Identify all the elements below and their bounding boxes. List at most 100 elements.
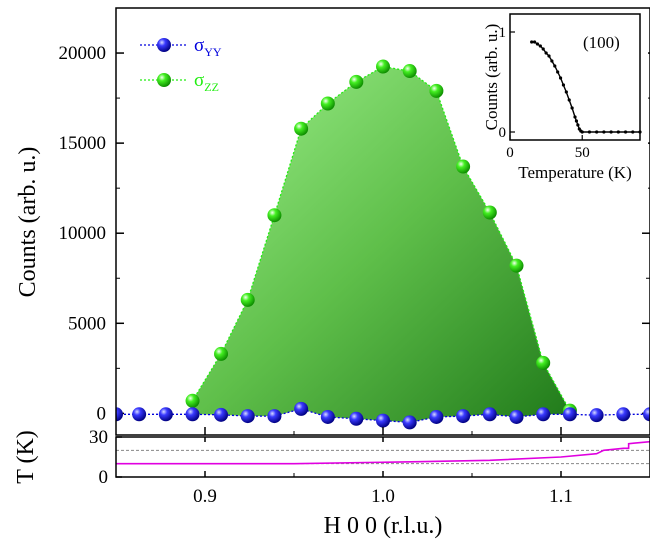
inset-point <box>602 130 606 134</box>
inset-point <box>638 130 642 134</box>
sigma-zz-point <box>376 59 390 74</box>
inset-point <box>570 106 574 110</box>
legend-yy-marker <box>157 38 171 52</box>
sigma-zz-point <box>240 292 255 307</box>
temperature-y-axis-label: T (K) <box>13 430 39 484</box>
sigma-zz-point <box>349 74 364 89</box>
sigma-zz-point <box>294 121 309 136</box>
inset-x-tick-label: 0 <box>506 145 514 161</box>
sigma-yy-point <box>132 407 147 422</box>
inset-point <box>595 130 599 134</box>
sigma-yy-point <box>589 408 604 423</box>
main-y-tick-label: 20000 <box>59 43 107 64</box>
sigma-zz-filled-area <box>192 66 570 423</box>
sigma-yy-point <box>509 409 524 424</box>
sigma-yy-point <box>240 409 255 424</box>
inset-x-tick-label: 50 <box>575 145 590 161</box>
inset-point <box>544 51 548 55</box>
inset-point <box>532 40 537 44</box>
x-tick-label: 0.9 <box>193 486 217 507</box>
sigma-zz-point <box>456 159 471 174</box>
sigma-zz-point <box>267 208 282 223</box>
main-y-tick-label: 15000 <box>59 133 107 154</box>
main-y-tick-label: 0 <box>97 403 107 424</box>
legend: σYY σZZ <box>140 35 222 94</box>
temperature-y-ticks: 0 30 <box>89 427 122 488</box>
sigma-zz-point <box>429 83 444 98</box>
sigma-zz-point <box>509 258 524 273</box>
inset-point <box>550 59 554 63</box>
main-y-tick-label: 5000 <box>68 313 106 334</box>
sigma-zz-points <box>185 59 577 418</box>
sigma-zz-point <box>320 96 335 111</box>
main-y-tick-label: 10000 <box>59 223 107 244</box>
inset-y-axis-label: Counts (arb. u.) <box>482 24 501 131</box>
inset-point <box>580 130 584 134</box>
temperature-y-tick-label: 0 <box>99 467 109 488</box>
temperature-y-tick-label: 30 <box>89 427 108 448</box>
sigma-yy-point <box>376 413 390 428</box>
legend-zz-marker <box>157 73 171 87</box>
sigma-yy-point <box>294 401 309 416</box>
sigma-yy-point <box>429 409 444 424</box>
sigma-yy-point <box>185 407 200 422</box>
x-tick-label: 1.0 <box>371 486 395 507</box>
inset-point <box>538 44 542 48</box>
sigma-zz-point <box>185 393 200 408</box>
temperature-trace <box>116 440 650 465</box>
inset-point <box>567 98 571 102</box>
sigma-yy-point <box>349 411 364 426</box>
inset-annotation: (100) <box>583 33 620 52</box>
inset-point <box>530 40 534 44</box>
sigma-yy-point <box>643 407 650 422</box>
inset-y-tick-label: 1 <box>499 25 507 41</box>
sigma-yy-point <box>616 407 631 422</box>
x-axis-label: H 0 0 (r.l.u.) <box>324 513 443 539</box>
inset-point <box>573 115 577 119</box>
main-y-axis-label: Counts (arb. u.) <box>15 147 41 298</box>
inset-point <box>541 47 545 51</box>
inset-x-axis-label: Temperature (K) <box>518 163 632 182</box>
inset-point <box>587 130 592 134</box>
sigma-yy-point <box>482 407 497 422</box>
sigma-zz-point <box>482 205 497 220</box>
sigma-yy-point <box>214 407 229 422</box>
inset-y-tick-label: 0 <box>499 125 507 141</box>
sigma-yy-point <box>562 407 577 422</box>
x-tick-label: 1.1 <box>549 486 573 507</box>
sigma-zz-point <box>536 355 551 370</box>
inset-point <box>576 123 580 127</box>
inset-point <box>547 54 551 58</box>
inset-point <box>609 130 613 134</box>
inset-point <box>558 76 563 80</box>
shared-x-axis: 0.9 1.0 1.1 <box>193 427 573 507</box>
sigma-yy-point <box>536 407 551 422</box>
inset-point <box>623 130 628 134</box>
inset-point <box>556 70 560 74</box>
inset-chart: 0 50 0 1 (100) Temperature (K) Counts (arb.… <box>482 7 648 193</box>
legend-yy-label: σYY <box>194 35 222 59</box>
inset-point <box>631 130 635 134</box>
legend-zz-label: σZZ <box>194 70 219 94</box>
sigma-zz-point <box>214 346 229 361</box>
sigma-zz-point <box>402 64 417 79</box>
inset-point <box>574 119 579 123</box>
inset-points <box>530 40 642 134</box>
inset-point <box>561 83 566 87</box>
sigma-yy-point <box>158 407 173 422</box>
inset-marks: 0 50 0 1 <box>499 25 590 161</box>
inset-plot-frame <box>509 13 641 141</box>
temperature-panel: 0 30 T (K) <box>13 427 650 488</box>
sigma-yy-point <box>402 415 417 430</box>
inset-point <box>535 42 540 46</box>
sigma-yy-points <box>116 401 650 430</box>
sigma-yy-point <box>320 409 335 424</box>
temperature-reference-lines <box>116 449 650 465</box>
sigma-yy-point <box>267 409 282 424</box>
sigma-yy-point <box>456 409 471 424</box>
inset-point <box>616 130 620 134</box>
inset-point <box>564 90 568 94</box>
sigma-yy-point <box>116 407 123 422</box>
